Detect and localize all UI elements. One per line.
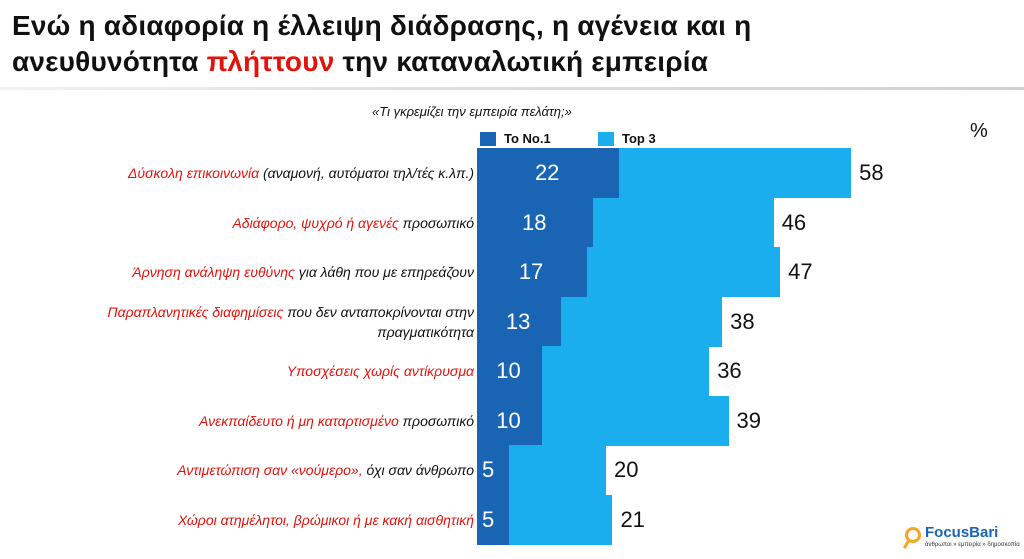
legend-swatch-top3 bbox=[598, 131, 614, 146]
category-label: Ανεκπαίδευτο ή μη καταρτισμένο προσωπικό bbox=[199, 411, 474, 431]
category-label-rest: για λάθη που με επηρεάζουν bbox=[294, 264, 474, 280]
category-label: Αδιάφορο, ψυχρό ή αγενές προσωπικό bbox=[232, 213, 474, 233]
category-label-emphasis: Δύσκολη επικοινωνία bbox=[128, 165, 260, 181]
category-label-rest: (αναμονή, αυτόματοι τηλ/τές κ.λπ.) bbox=[259, 165, 474, 181]
category-label: Άρνηση ανάληψη ευθύνης για λάθη που με ε… bbox=[132, 262, 474, 282]
data-label-no1: 17 bbox=[518, 259, 544, 284]
bar-no1 bbox=[477, 395, 542, 446]
data-label-no1: 10 bbox=[496, 407, 521, 433]
category-label-emphasis: Ανεκπαίδευτο ή μη καταρτισμένο bbox=[198, 412, 399, 429]
legend-label-top3: Top 3 bbox=[622, 131, 656, 146]
category-label-emphasis: Υποσχέσεις χωρίς αντίκρυσμα bbox=[286, 363, 474, 379]
category-label-rest: που δεν ανταποκρίνονται στην πραγματικότ… bbox=[283, 303, 474, 340]
bar-no1 bbox=[477, 296, 561, 347]
data-label-top3: 36 bbox=[717, 358, 742, 383]
legend-item-top3: Top 3 bbox=[598, 131, 656, 146]
data-label-no1: 5 bbox=[482, 457, 495, 482]
data-label-top3: 38 bbox=[730, 308, 755, 334]
data-label-no1: 13 bbox=[505, 308, 531, 334]
title-divider bbox=[0, 87, 1024, 90]
bar-no1 bbox=[477, 445, 510, 495]
data-label-top3: 46 bbox=[781, 209, 807, 235]
legend-label-no1: Το No.1 bbox=[504, 131, 551, 146]
logo-tagline: άνθρωποι » εμπειρία » δημοσκοπία bbox=[925, 542, 1020, 548]
data-label-top3: 47 bbox=[788, 259, 813, 284]
chart-title: Ενώ η αδιαφορία η έλλειψη διάδρασης, η α… bbox=[12, 8, 751, 80]
logo-name: FocusBari bbox=[925, 524, 999, 541]
data-label-top3: 20 bbox=[614, 457, 639, 482]
category-label-emphasis: Παραπλανητικές διαφημίσεις bbox=[107, 303, 284, 320]
title-highlight-word: πλήττουν bbox=[206, 46, 335, 77]
bar-no1 bbox=[477, 247, 587, 297]
brand-logo: FocusBari άνθρωποι » εμπειρία » δημοσκοπ… bbox=[903, 524, 1020, 555]
category-label-rest: όχι σαν άνθρωπο bbox=[362, 462, 474, 478]
category-label-emphasis: Αδιάφορο, ψυχρό ή αγενές bbox=[232, 214, 399, 231]
data-label-top3: 58 bbox=[859, 160, 884, 185]
category-label: Παραπλανητικές διαφημίσεις που δεν ανταπ… bbox=[34, 302, 475, 342]
category-label-emphasis: Χώροι ατημέλητοι, βρώμικοι ή με κακή αισ… bbox=[177, 511, 474, 528]
title-line-2-end: την καταναλωτική εμπειρία bbox=[334, 46, 709, 77]
category-label: Χώροι ατημέλητοι, βρώμικοι ή με κακή αισ… bbox=[178, 510, 474, 530]
magnifier-icon bbox=[903, 527, 921, 549]
category-label: Αντιμετώπιση σαν «νούμερο», όχι σαν άνθρ… bbox=[177, 460, 474, 480]
bar-no1 bbox=[477, 494, 510, 545]
data-label-no1: 18 bbox=[522, 209, 547, 235]
data-label-top3: 39 bbox=[736, 407, 762, 433]
category-label-rest: προσωπικό bbox=[398, 412, 474, 429]
bar-no1 bbox=[477, 197, 594, 248]
data-label-top3: 21 bbox=[620, 506, 645, 532]
data-label-no1: 5 bbox=[482, 506, 495, 532]
survey-question: «Τι γκρεμίζει την εμπειρία πελάτη;» bbox=[372, 104, 572, 119]
category-label-rest: προσωπικό bbox=[398, 214, 474, 231]
legend-swatch-no1 bbox=[480, 131, 496, 146]
title-line-1: Ενώ η αδιαφορία η έλλειψη διάδρασης, η α… bbox=[12, 10, 752, 41]
category-label: Δύσκολη επικοινωνία (αναμονή, αυτόματοι … bbox=[128, 163, 474, 183]
bar-no1 bbox=[477, 346, 542, 396]
data-label-no1: 10 bbox=[496, 358, 521, 383]
data-label-no1: 22 bbox=[534, 160, 560, 185]
title-line-2-start: ανευθυνότητα bbox=[12, 46, 207, 77]
category-label-emphasis: Άρνηση ανάληψη ευθύνης bbox=[132, 264, 295, 280]
category-label-emphasis: Αντιμετώπιση σαν «νούμερο», bbox=[177, 462, 363, 478]
bar-no1 bbox=[477, 148, 619, 198]
unit-label: % bbox=[970, 120, 988, 142]
legend-item-no1: Το No.1 bbox=[480, 131, 551, 146]
category-label: Υποσχέσεις χωρίς αντίκρυσμα bbox=[287, 361, 474, 381]
